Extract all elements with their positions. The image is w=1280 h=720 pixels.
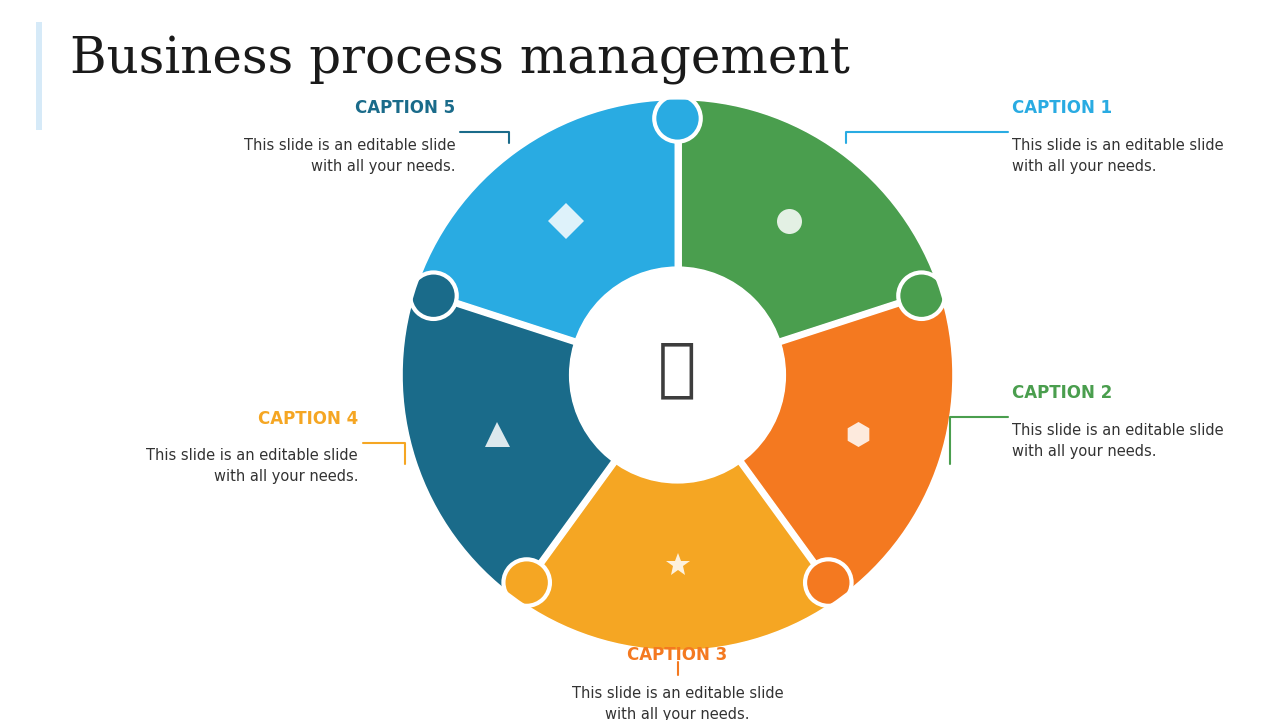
Circle shape bbox=[654, 95, 700, 142]
Circle shape bbox=[410, 272, 457, 319]
Wedge shape bbox=[737, 289, 955, 600]
Text: CAPTION 4: CAPTION 4 bbox=[257, 410, 358, 428]
Text: CAPTION 1: CAPTION 1 bbox=[1012, 99, 1112, 117]
Text: This slide is an editable slide
with all your needs.: This slide is an editable slide with all… bbox=[572, 685, 783, 720]
Circle shape bbox=[503, 559, 550, 606]
Text: CAPTION 2: CAPTION 2 bbox=[1012, 384, 1112, 402]
Text: This slide is an editable slide
with all your needs.: This slide is an editable slide with all… bbox=[1012, 138, 1224, 174]
Circle shape bbox=[805, 559, 851, 606]
Text: This slide is an editable slide
with all your needs.: This slide is an editable slide with all… bbox=[146, 449, 358, 485]
Text: CAPTION 3: CAPTION 3 bbox=[627, 647, 727, 665]
Circle shape bbox=[899, 272, 945, 319]
Text: Business process management: Business process management bbox=[70, 36, 850, 86]
Wedge shape bbox=[515, 457, 841, 652]
Text: This slide is an editable slide
with all your needs.: This slide is an editable slide with all… bbox=[244, 138, 456, 174]
Text: 🤝: 🤝 bbox=[658, 338, 696, 400]
Wedge shape bbox=[401, 289, 617, 600]
Circle shape bbox=[571, 269, 783, 482]
Text: CAPTION 5: CAPTION 5 bbox=[356, 99, 456, 117]
Text: This slide is an editable slide
with all your needs.: This slide is an editable slide with all… bbox=[1012, 423, 1224, 459]
Circle shape bbox=[576, 273, 780, 477]
Wedge shape bbox=[413, 97, 677, 343]
Wedge shape bbox=[677, 97, 941, 343]
